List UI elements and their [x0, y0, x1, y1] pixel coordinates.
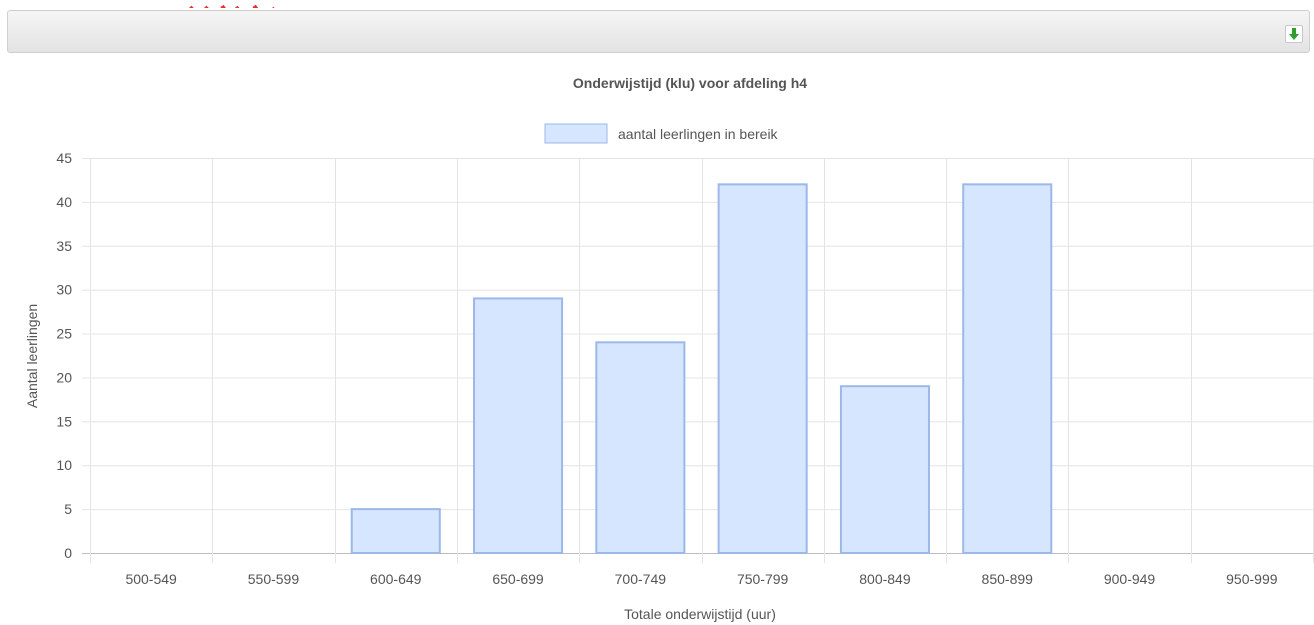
y-tick-label: 15	[56, 413, 72, 429]
x-tick-label: 750-799	[737, 571, 789, 587]
y-axis-title: Aantal leerlingen	[24, 304, 40, 408]
download-arrow-icon	[1289, 28, 1299, 40]
legend-swatch[interactable]	[544, 123, 608, 144]
x-tick-label: 700-749	[615, 571, 667, 587]
bar-600-649[interactable]	[350, 508, 441, 555]
x-tick-label: 900-949	[1104, 571, 1156, 587]
x-tick-label: 600-649	[370, 571, 422, 587]
x-tick-label: 650-699	[492, 571, 544, 587]
y-tick-label: 20	[56, 369, 72, 385]
bar-750-799[interactable]	[717, 183, 808, 554]
x-axis-title: Totale onderwijstijd (uur)	[624, 606, 776, 622]
y-tick-label: 35	[56, 238, 72, 254]
y-tick-label: 10	[56, 457, 72, 473]
x-tick-label: 500-549	[125, 571, 177, 587]
chart-toolbar	[7, 10, 1310, 53]
y-tick-label: 0	[64, 545, 72, 561]
chart-title: Onderwijstijd (klu) voor afdeling h4	[573, 75, 807, 91]
y-tick-label: 45	[56, 150, 72, 166]
y-tick-label: 5	[64, 501, 72, 517]
x-tick-label: 550-599	[248, 571, 300, 587]
y-tick-label: 30	[56, 282, 72, 298]
x-tick-label: 800-849	[859, 571, 911, 587]
legend-label[interactable]: aantal leerlingen in bereik	[618, 126, 779, 142]
download-button[interactable]	[1285, 25, 1303, 43]
bar-850-899[interactable]	[962, 183, 1053, 554]
bar-800-849[interactable]	[839, 385, 930, 554]
bar-650-699[interactable]	[473, 297, 564, 555]
y-tick-label: 40	[56, 194, 72, 210]
x-tick-label: 850-899	[982, 571, 1034, 587]
y-tick-label: 25	[56, 326, 72, 342]
x-tick-label: 950-999	[1226, 571, 1278, 587]
bar-700-749[interactable]	[595, 341, 686, 555]
